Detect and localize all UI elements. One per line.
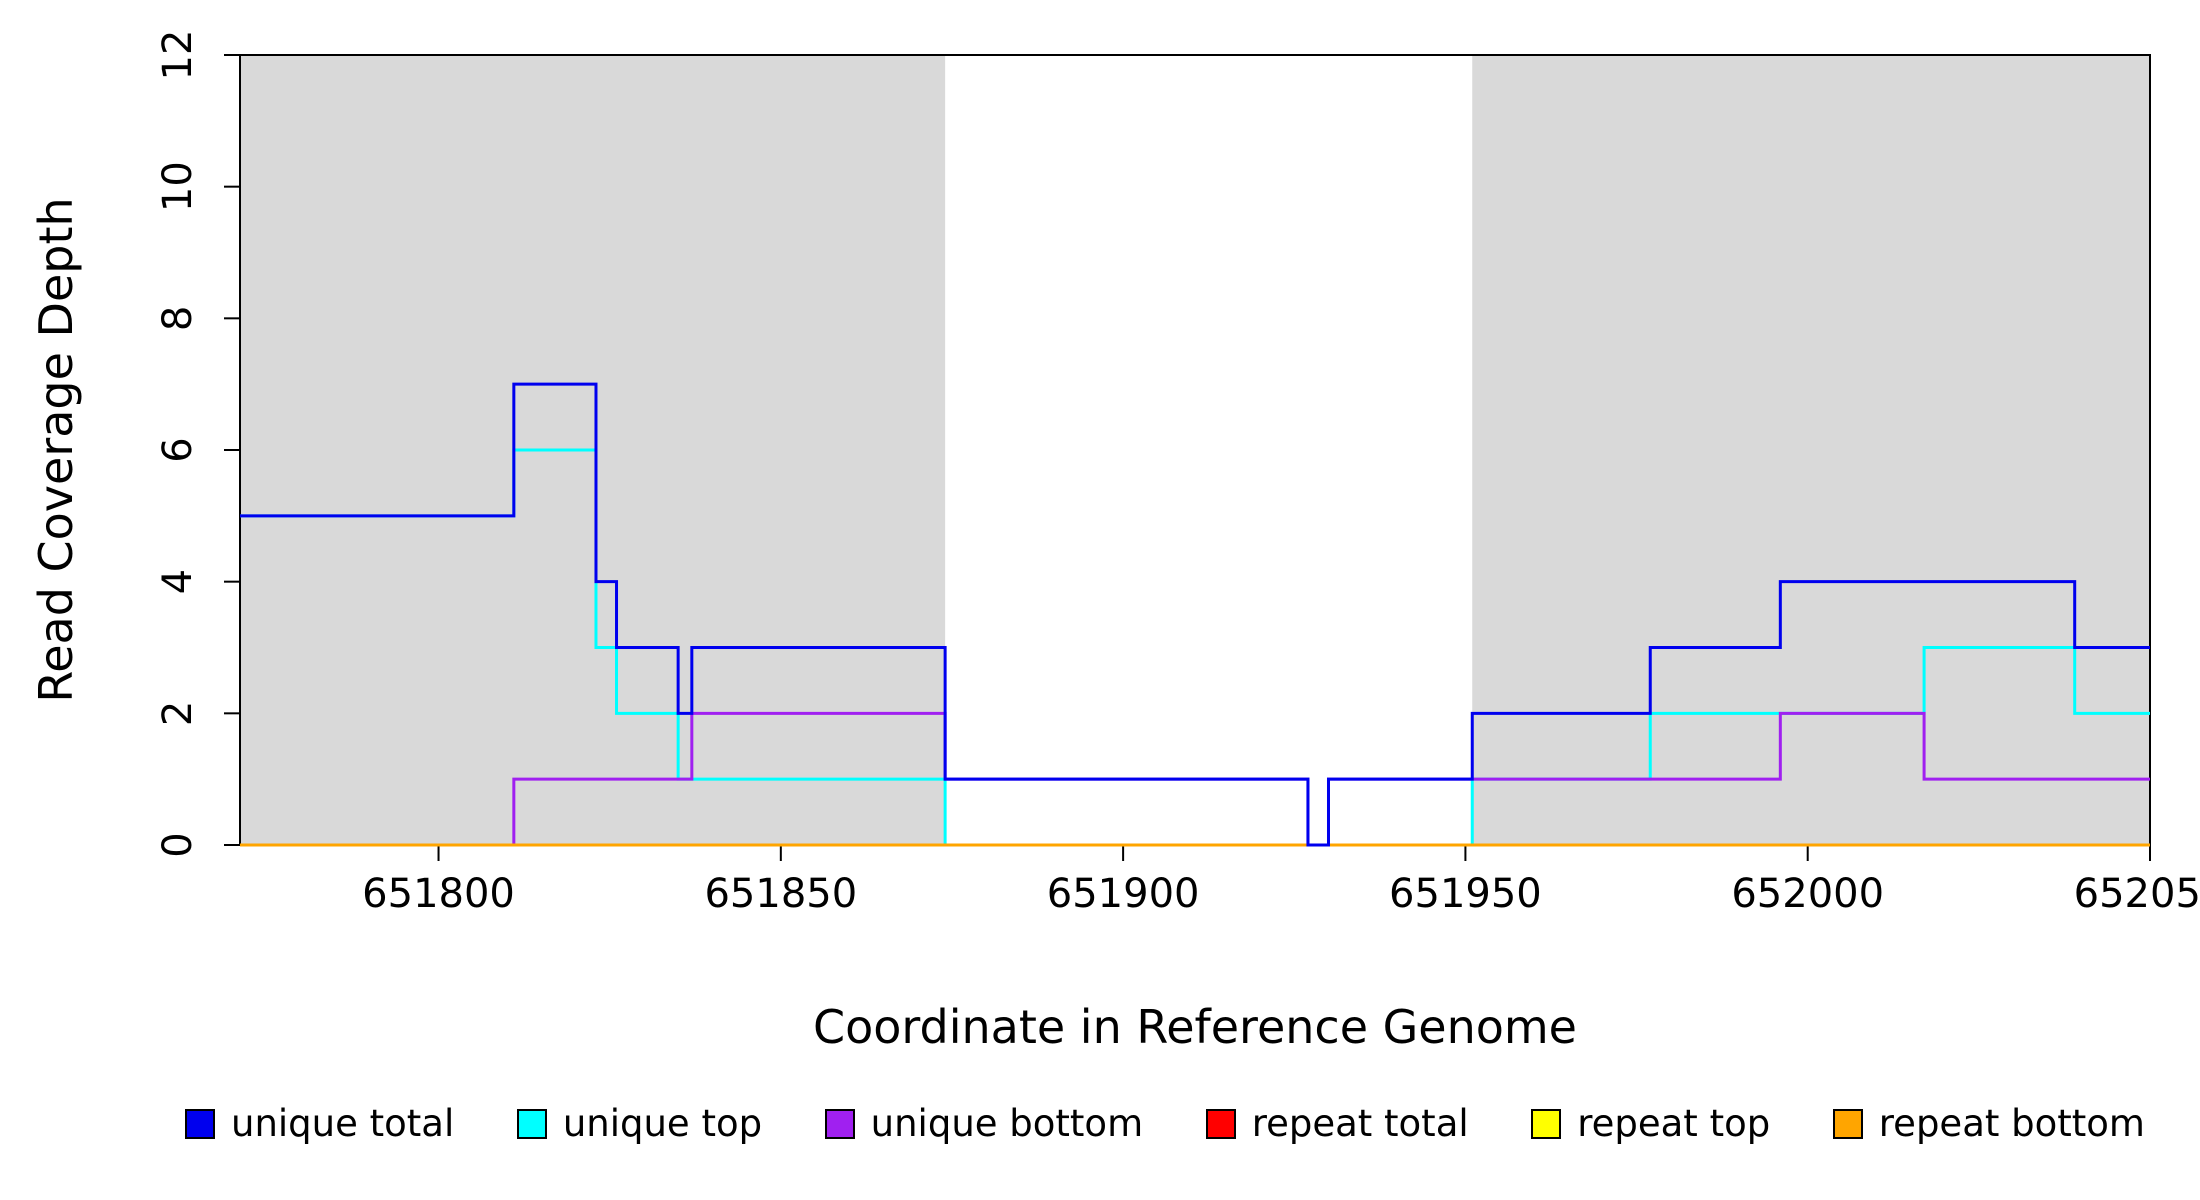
legend-item-unique-total: unique total	[185, 1102, 454, 1145]
y-tick-label: 8	[155, 306, 201, 331]
legend-swatch-icon	[1531, 1108, 1562, 1139]
legend-item-repeat-total: repeat total	[1205, 1102, 1469, 1145]
legend-item-repeat-top: repeat top	[1531, 1102, 1770, 1145]
y-tick-label: 4	[155, 569, 201, 594]
y-tick-label: 0	[155, 832, 201, 857]
y-tick-label: 2	[155, 701, 201, 726]
x-tick-label: 652000	[1731, 871, 1884, 917]
series-unique-total	[240, 382, 2150, 847]
x-axis-title: Coordinate in Reference Genome	[813, 1000, 1577, 1054]
legend-swatch-icon	[185, 1108, 215, 1139]
y-axis-title: Read Coverage Depth	[29, 197, 83, 703]
legend-item-unique-top: unique top	[516, 1102, 763, 1145]
legend-label: repeat total	[1251, 1102, 1469, 1145]
y-tick-label: 12	[155, 30, 201, 81]
legend-label: unique bottom	[870, 1102, 1144, 1145]
x-tick-label: 651950	[1389, 871, 1542, 917]
x-tick-label: 651800	[362, 871, 515, 917]
y-tick-label: 10	[155, 161, 201, 212]
legend-item-repeat-bottom: repeat bottom	[1832, 1102, 2145, 1145]
legend-label: unique top	[562, 1102, 763, 1145]
legend-swatch-icon	[1832, 1108, 1863, 1139]
legend-label: repeat top	[1577, 1102, 1771, 1145]
x-tick-label: 651900	[1047, 871, 1200, 917]
legend-label: repeat bottom	[1878, 1102, 2145, 1145]
legend: unique total unique top unique bottom repea…	[185, 1102, 2145, 1145]
legend-swatch-icon	[824, 1108, 855, 1139]
x-tick-label: 651850	[704, 871, 857, 917]
legend-swatch-icon	[1205, 1108, 1236, 1139]
legend-swatch-icon	[516, 1108, 547, 1139]
y-tick-label: 6	[155, 437, 201, 462]
shaded-region	[1472, 55, 2150, 845]
legend-label: unique total	[231, 1102, 455, 1145]
legend-item-unique-bottom: unique bottom	[824, 1102, 1144, 1145]
